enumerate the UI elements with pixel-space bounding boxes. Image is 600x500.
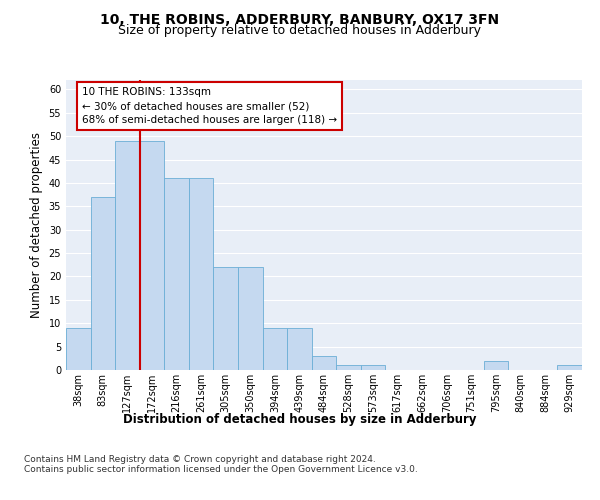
Text: Size of property relative to detached houses in Adderbury: Size of property relative to detached ho…: [119, 24, 482, 37]
Text: 10 THE ROBINS: 133sqm
← 30% of detached houses are smaller (52)
68% of semi-deta: 10 THE ROBINS: 133sqm ← 30% of detached …: [82, 87, 337, 125]
Bar: [66, 328, 91, 370]
Bar: [214, 267, 238, 370]
Y-axis label: Number of detached properties: Number of detached properties: [30, 132, 43, 318]
Bar: [484, 360, 508, 370]
Bar: [312, 356, 336, 370]
Bar: [115, 141, 140, 370]
Bar: [336, 366, 361, 370]
Bar: [91, 197, 115, 370]
Text: 10, THE ROBINS, ADDERBURY, BANBURY, OX17 3FN: 10, THE ROBINS, ADDERBURY, BANBURY, OX17…: [100, 12, 500, 26]
Bar: [361, 366, 385, 370]
Bar: [287, 328, 312, 370]
Bar: [164, 178, 189, 370]
Bar: [238, 267, 263, 370]
Text: Distribution of detached houses by size in Adderbury: Distribution of detached houses by size …: [123, 412, 477, 426]
Bar: [263, 328, 287, 370]
Bar: [189, 178, 214, 370]
Bar: [140, 141, 164, 370]
Bar: [557, 366, 582, 370]
Text: Contains HM Land Registry data © Crown copyright and database right 2024.
Contai: Contains HM Land Registry data © Crown c…: [24, 455, 418, 474]
